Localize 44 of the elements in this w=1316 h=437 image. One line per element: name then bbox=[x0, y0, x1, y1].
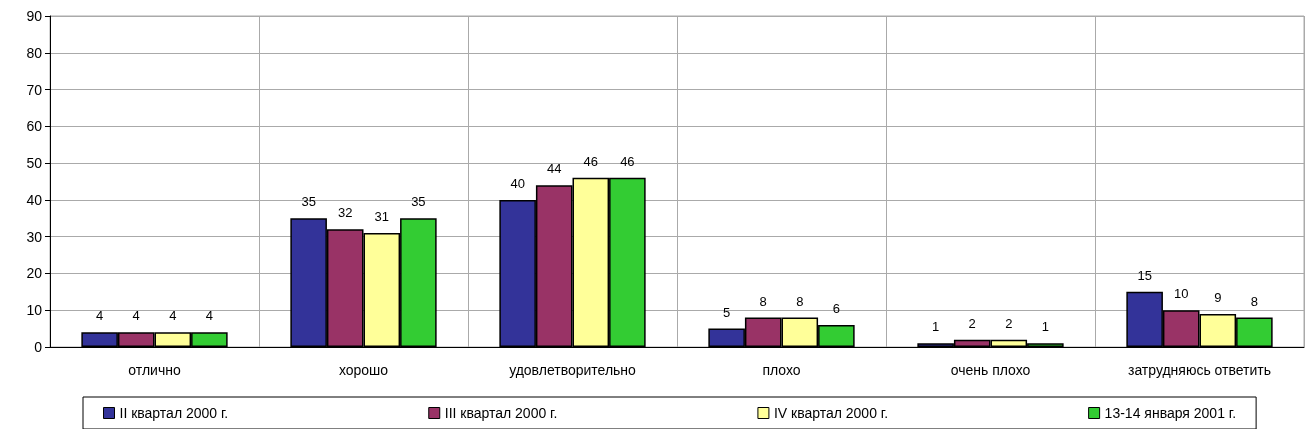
y-tick-label: 10 bbox=[26, 302, 43, 319]
x-tick-label: очень плохо bbox=[950, 362, 1031, 378]
data-label: 8 bbox=[759, 293, 767, 309]
data-label: 31 bbox=[374, 208, 390, 224]
data-label: 32 bbox=[337, 205, 353, 221]
y-tick-label: 50 bbox=[26, 155, 43, 172]
x-tick-label: удовлетворительно bbox=[509, 362, 637, 378]
data-label: 46 bbox=[620, 153, 635, 169]
data-label: 2 bbox=[968, 315, 976, 331]
y-tick-label: 0 bbox=[34, 339, 43, 355]
y-tick-label: 20 bbox=[26, 265, 43, 282]
y-tick-label: 40 bbox=[26, 191, 43, 208]
data-label: 4 bbox=[132, 308, 140, 324]
y-tick-label: 80 bbox=[26, 44, 43, 61]
legend-label: III квартал 2000 г. bbox=[444, 405, 558, 421]
data-label: 5 bbox=[723, 304, 731, 320]
x-tick-label: плохо bbox=[762, 362, 801, 378]
x-tick-label: отлично bbox=[128, 362, 181, 378]
legend-label: II квартал 2000 г. bbox=[119, 405, 229, 421]
data-label: 4 bbox=[205, 308, 213, 324]
data-label: 40 bbox=[510, 175, 525, 191]
y-tick-label: 70 bbox=[26, 81, 43, 98]
data-label: 35 bbox=[301, 194, 316, 210]
data-label: 8 bbox=[1250, 293, 1258, 309]
y-tick-label: 90 bbox=[26, 8, 43, 24]
y-tick-label: 30 bbox=[26, 228, 43, 245]
data-label: 44 bbox=[546, 161, 562, 177]
data-label: 8 bbox=[796, 293, 804, 309]
legend-label: 13-14 января 2001 г. bbox=[1104, 405, 1237, 421]
data-label: 35 bbox=[411, 194, 426, 210]
data-label: 4 bbox=[96, 308, 104, 324]
data-label: 9 bbox=[1214, 289, 1222, 305]
data-label: 2 bbox=[1005, 315, 1013, 331]
y-tick-label: 60 bbox=[26, 118, 43, 135]
legend-label: IV квартал 2000 г. bbox=[773, 405, 889, 421]
x-tick-label: затрудняюсь ответить bbox=[1127, 362, 1272, 378]
data-label: 10 bbox=[1173, 286, 1189, 302]
data-label: 46 bbox=[583, 153, 599, 169]
data-label: 6 bbox=[832, 300, 840, 316]
x-tick-label: хорошо bbox=[338, 362, 389, 378]
data-label: 4 bbox=[169, 308, 177, 324]
data-label: 15 bbox=[1137, 267, 1152, 283]
data-label: 1 bbox=[932, 319, 940, 335]
data-label: 1 bbox=[1041, 319, 1049, 335]
